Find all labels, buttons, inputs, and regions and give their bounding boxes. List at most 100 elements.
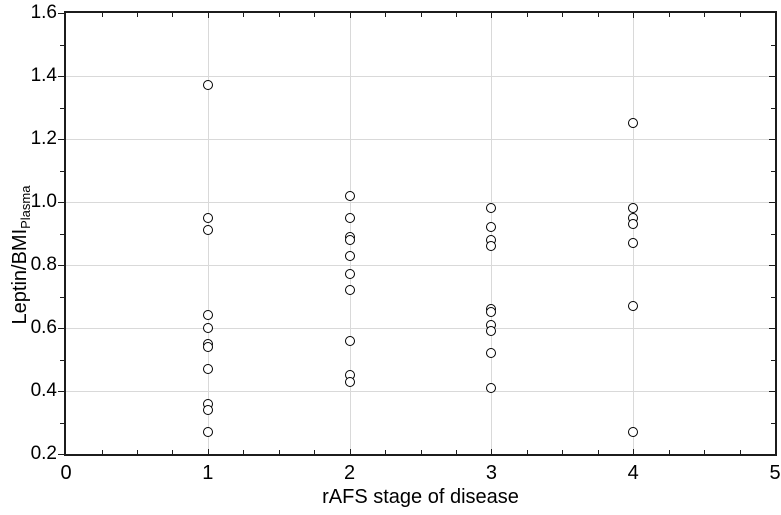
- y-minor-tick-left: [60, 44, 64, 46]
- x-major-tick-top: [349, 13, 351, 18]
- x-minor-tick-bottom: [456, 450, 457, 454]
- y-major-tick-left: [58, 13, 64, 14]
- data-point: [486, 222, 497, 233]
- data-point: [344, 285, 355, 296]
- y-minor-tick-left: [60, 107, 64, 109]
- data-point: [344, 212, 355, 223]
- y-major-tick-right: [769, 139, 775, 140]
- horizontal-gridline: [66, 328, 775, 329]
- data-point: [628, 118, 639, 129]
- x-major-tick-top: [633, 13, 635, 18]
- y-minor-tick-right: [771, 359, 775, 361]
- data-point: [344, 250, 355, 261]
- y-minor-tick-right: [771, 44, 775, 46]
- x-major-tick-bottom: [349, 449, 351, 454]
- data-point: [486, 326, 497, 337]
- data-point: [628, 219, 639, 229]
- x-minor-tick-bottom: [704, 450, 706, 454]
- data-point: [486, 382, 497, 393]
- x-minor-tick-bottom: [668, 450, 670, 454]
- y-minor-tick-right: [771, 422, 775, 424]
- x-minor-tick-top: [243, 13, 245, 17]
- x-minor-tick-bottom: [739, 450, 741, 454]
- data-point: [344, 190, 355, 201]
- y-tick-label: 1.6: [30, 2, 57, 23]
- y-tick-label: 1.2: [30, 128, 57, 149]
- x-tick-label: 3: [485, 462, 497, 484]
- x-minor-tick-bottom: [172, 450, 174, 454]
- x-major-tick-bottom: [207, 449, 209, 454]
- y-major-tick-left: [58, 76, 64, 77]
- horizontal-gridline: [66, 202, 775, 203]
- x-minor-tick-top: [278, 13, 280, 17]
- x-minor-tick-top: [526, 13, 528, 17]
- y-major-tick-left: [58, 202, 64, 203]
- x-tick-label: 5: [769, 462, 781, 484]
- x-major-tick-bottom: [491, 449, 493, 454]
- y-minor-tick-right: [771, 296, 775, 298]
- x-minor-tick-top: [668, 13, 670, 17]
- y-tick-label: 1.4: [30, 65, 57, 86]
- y-minor-tick-left: [60, 170, 64, 172]
- data-point: [202, 404, 213, 415]
- data-point: [628, 426, 639, 437]
- x-tick-label: 1: [202, 462, 214, 484]
- x-major-tick-top: [491, 13, 493, 18]
- data-point: [344, 335, 355, 346]
- data-point: [628, 300, 639, 311]
- y-major-tick-left: [58, 391, 64, 392]
- x-minor-tick-top: [597, 13, 599, 17]
- vertical-gridline: [491, 13, 493, 454]
- x-minor-tick-bottom: [526, 450, 528, 454]
- y-tick-label: 0.8: [30, 254, 57, 275]
- data-point: [486, 307, 497, 318]
- data-point: [628, 238, 639, 248]
- x-major-tick-top: [207, 13, 209, 18]
- horizontal-gridline: [66, 265, 775, 266]
- y-tick-label: 0.4: [30, 380, 57, 401]
- horizontal-gridline: [66, 76, 775, 77]
- x-minor-tick-bottom: [314, 450, 316, 454]
- x-minor-tick-top: [420, 13, 422, 17]
- data-point: [344, 376, 355, 387]
- data-point: [202, 341, 213, 352]
- y-minor-tick-left: [60, 233, 64, 235]
- x-minor-tick-top: [739, 13, 741, 17]
- y-major-tick-right: [769, 202, 775, 203]
- x-minor-tick-bottom: [243, 450, 245, 454]
- y-major-tick-right: [769, 391, 775, 392]
- x-minor-tick-bottom: [278, 450, 280, 454]
- y-tick-label: 0.6: [30, 317, 57, 338]
- data-point: [344, 269, 355, 280]
- y-major-tick-right: [769, 328, 775, 329]
- data-point: [202, 426, 213, 437]
- x-minor-tick-bottom: [420, 450, 422, 454]
- horizontal-gridline: [66, 391, 775, 392]
- y-major-tick-left: [58, 454, 64, 455]
- data-point: [202, 212, 213, 223]
- y-major-tick-right: [769, 265, 775, 266]
- data-point: [202, 225, 213, 236]
- x-tick-label: 0: [60, 462, 72, 484]
- x-minor-tick-top: [101, 13, 103, 17]
- y-minor-tick-left: [60, 422, 64, 424]
- data-point: [486, 241, 497, 252]
- x-minor-tick-top: [136, 13, 138, 17]
- data-point: [486, 348, 497, 359]
- y-major-tick-left: [58, 265, 64, 266]
- x-major-tick-bottom: [633, 449, 635, 454]
- y-minor-tick-left: [60, 359, 64, 361]
- y-minor-tick-left: [60, 296, 64, 298]
- x-tick-label: 2: [344, 462, 356, 484]
- data-point: [202, 323, 213, 333]
- data-point: [202, 310, 213, 321]
- plot-frame: [64, 11, 777, 456]
- vertical-gridline: [633, 13, 635, 454]
- x-minor-tick-bottom: [136, 450, 138, 454]
- x-minor-tick-top: [314, 13, 316, 17]
- y-minor-tick-right: [771, 233, 775, 235]
- y-minor-tick-right: [771, 170, 775, 172]
- horizontal-gridline: [66, 139, 775, 140]
- x-minor-tick-top: [385, 13, 387, 17]
